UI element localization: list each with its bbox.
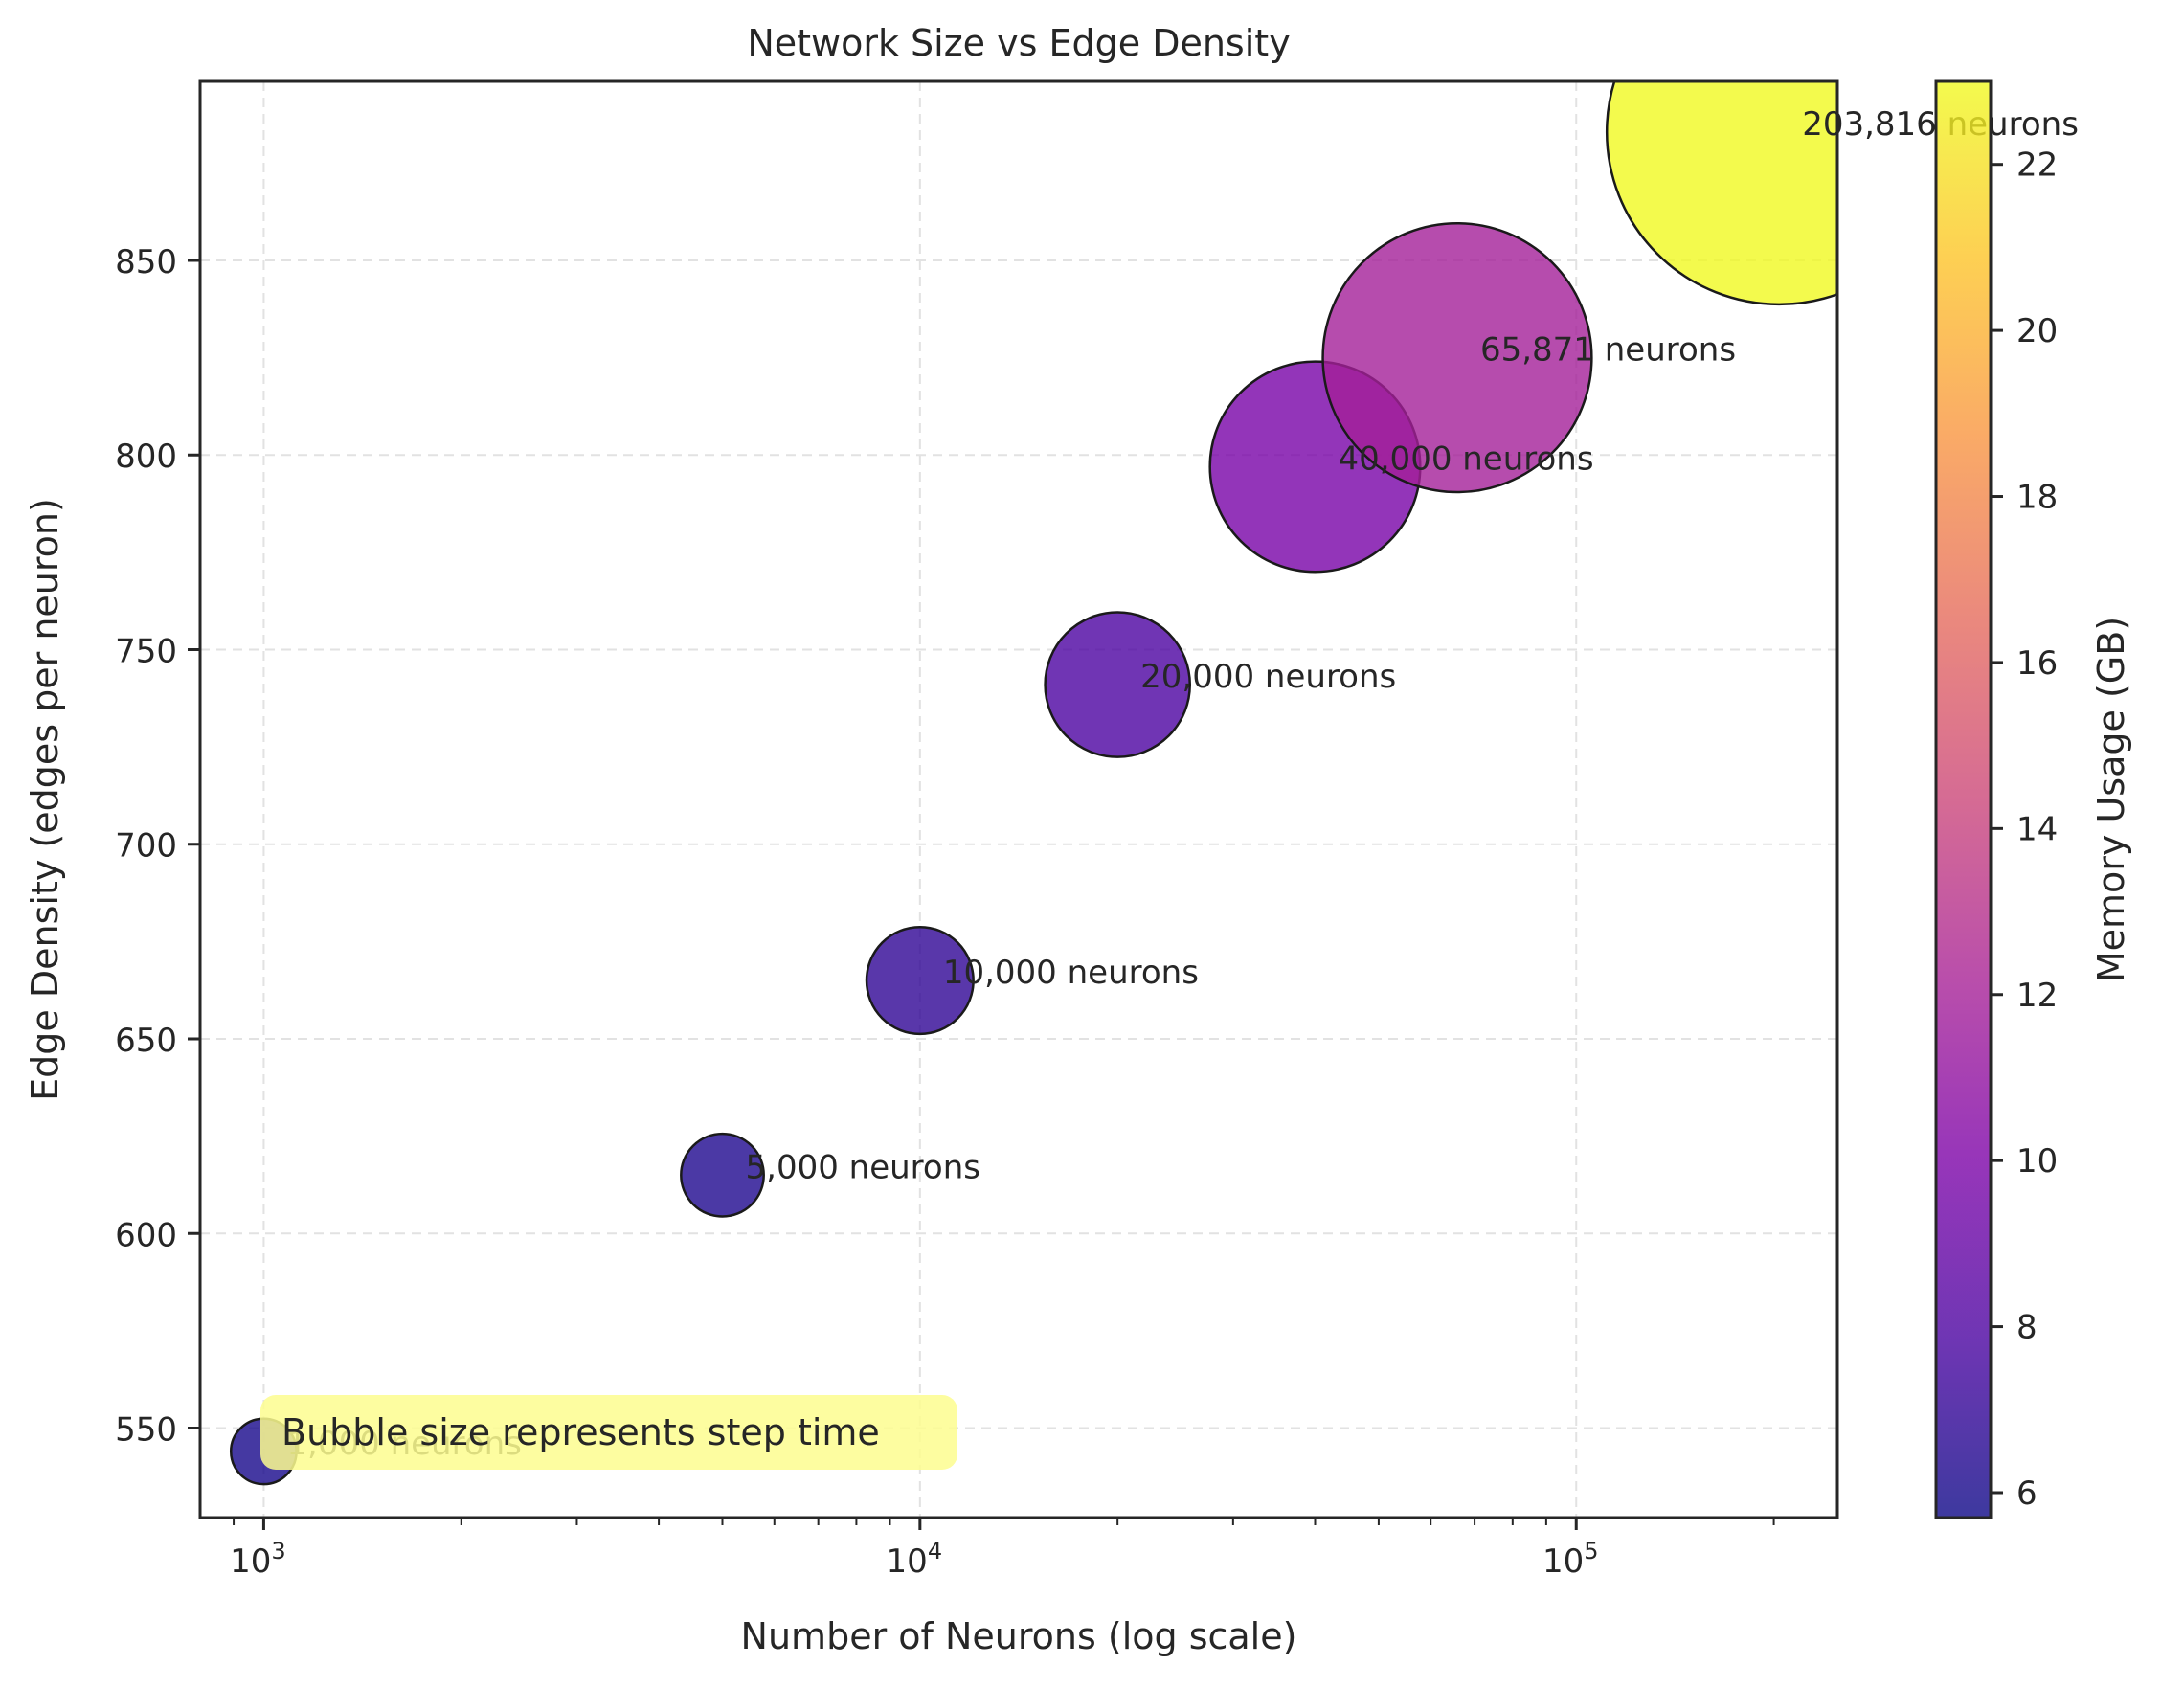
x-tick-label: 103 xyxy=(230,1538,286,1581)
colorbar: 6 8 10 12 14 16 18 20 22 Memory Usage (GB) xyxy=(1934,79,2132,1519)
annotation-text: Bubble size represents step time xyxy=(281,1411,880,1453)
colorbar-frame xyxy=(1934,79,1993,1519)
colorbar-tick-label: 8 xyxy=(2016,1309,2038,1347)
annotation-box: Bubble size represents step time xyxy=(260,1395,957,1470)
y-tick-label: 850 xyxy=(115,243,177,281)
bubble-label: 10,000 neurons xyxy=(943,954,1199,992)
colorbar-label: Memory Usage (GB) xyxy=(2090,617,2132,982)
y-tick-label: 700 xyxy=(115,827,177,866)
x-tick-label: 104 xyxy=(887,1538,943,1581)
bubble xyxy=(1606,81,1837,306)
bubble xyxy=(1044,611,1192,758)
bubble xyxy=(865,925,975,1036)
chart-title: Network Size vs Edge Density xyxy=(747,22,1290,64)
bubble xyxy=(680,1132,765,1218)
colorbar-tick-label: 16 xyxy=(2016,644,2058,683)
bubble xyxy=(1321,221,1593,494)
bubble-label: 20,000 neurons xyxy=(1140,658,1396,696)
y-tick-label: 750 xyxy=(115,632,177,670)
y-tick-label: 800 xyxy=(115,438,177,476)
grid xyxy=(200,81,1837,1518)
y-tick-label: 600 xyxy=(115,1216,177,1254)
bubbles xyxy=(229,81,1837,1486)
colorbar-ticks: 6 8 10 12 14 16 18 20 22 xyxy=(1991,146,2058,1513)
bubble-label: 5,000 neurons xyxy=(746,1148,980,1186)
colorbar-fill xyxy=(1936,81,1991,1518)
y-tick-label: 650 xyxy=(115,1022,177,1060)
colorbar-tick-label: 20 xyxy=(2016,312,2058,350)
x-tick-label: 105 xyxy=(1542,1538,1599,1581)
colorbar-tick-label: 6 xyxy=(2016,1474,2038,1513)
colorbar-tick-label: 12 xyxy=(2016,977,2058,1015)
bubble-label: 65,871 neurons xyxy=(1480,331,1736,370)
colorbar-tick-label: 18 xyxy=(2016,479,2058,517)
bubble-label: 40,000 neurons xyxy=(1338,439,1593,478)
colorbar-tick-label: 14 xyxy=(2016,810,2058,848)
x-axis-label: Number of Neurons (log scale) xyxy=(741,1615,1297,1657)
y-tick-label: 550 xyxy=(115,1411,177,1450)
colorbar-tick-label: 22 xyxy=(2016,146,2058,185)
plot-frame xyxy=(198,79,1839,1519)
y-axis: 550 600 650 700 750 800 850 xyxy=(115,243,200,1450)
colorbar-tick-label: 10 xyxy=(2016,1142,2058,1181)
y-axis-label: Edge Density (edges per neuron) xyxy=(24,498,66,1101)
annotation-background xyxy=(260,1395,957,1470)
x-axis: 103 104 105 xyxy=(230,1518,1775,1581)
